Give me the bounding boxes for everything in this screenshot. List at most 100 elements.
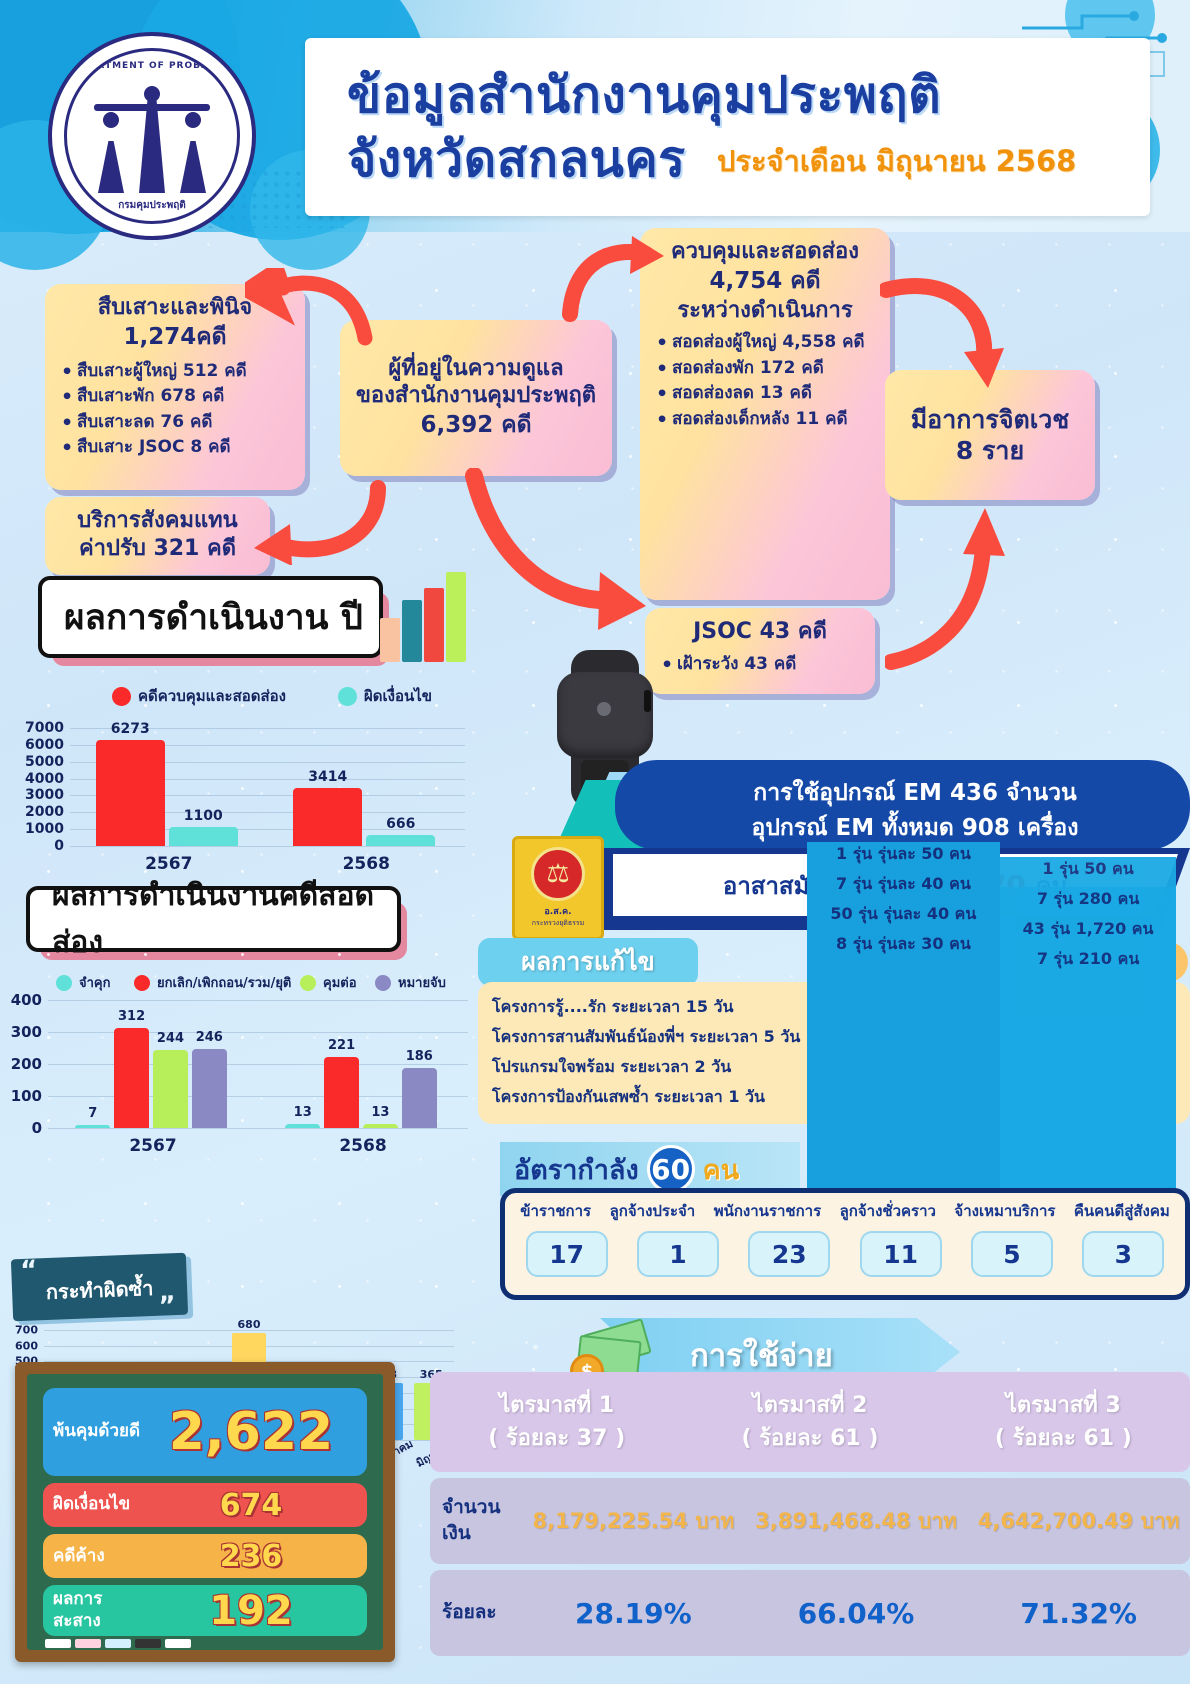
y-axis-tick: 2000: [25, 804, 64, 821]
bar: [363, 1123, 398, 1128]
legend-swatch: [338, 686, 357, 706]
y-axis-tick: 300: [10, 1023, 42, 1041]
section-title-chart1: ผลการดำเนินงาน ปี: [38, 576, 389, 666]
psychiatric-line2: 8 ราย: [955, 436, 1025, 465]
row-name: โครงการป้องกันเสพซ้ำ ระยะเวลา 1 วัน: [492, 1086, 765, 1106]
blackboard-row: ผิดเงื่อนไข 674: [43, 1483, 367, 1528]
y-axis-tick: 5000: [25, 753, 64, 770]
bar: [153, 1049, 188, 1128]
results-title: ผลการแก้ไข: [478, 938, 698, 986]
y-axis-tick: 0: [31, 1119, 42, 1137]
em-line1: การใช้อุปกรณ์ EM 436 จำนวน: [753, 780, 1077, 806]
quarter-header: ไตรมาสที่ 3 ( ร้อยละ 61 ): [937, 1372, 1190, 1472]
spending-amount-row: จำนวนเงิน 8,179,225.54 บาท 3,891,468.48 …: [430, 1478, 1190, 1564]
quarter-percent: 66.04%: [797, 1596, 915, 1630]
y-axis-tick: 7000: [25, 720, 64, 736]
bar: [293, 788, 363, 846]
spending-quarter-headers: ไตรมาสที่ 1 ( ร้อยละ 37 ) ไตรมาสที่ 2 ( …: [430, 1372, 1190, 1472]
bar: [95, 740, 165, 846]
x-axis-label: 2568: [339, 1136, 387, 1156]
staffing-unit: คน: [702, 1154, 740, 1186]
gridline: [70, 778, 465, 780]
list-item: สอดส่องเด็กหลัง 11 คดี: [652, 406, 878, 434]
bar: [324, 1057, 359, 1128]
bar-value-label: 6273: [110, 721, 150, 738]
legend-label: ผิดเงื่อนไข: [364, 687, 433, 705]
row-name: โครงการรู้....รัก ระยะเวลา 15 วัน: [492, 996, 734, 1016]
arrow-to-community-service: [248, 480, 388, 565]
table-row: โครงการป้องกันเสพซ้ำ ระยะเวลา 1 วัน 8 รุ…: [492, 932, 1176, 1262]
bar: [191, 1049, 227, 1128]
flow-box-community-service: บริการสังคมแทน ค่าปรับ 321 คดี: [45, 497, 270, 575]
section-title-chart1-text: ผลการดำเนินงาน ปี: [64, 597, 363, 638]
gridline: [70, 795, 465, 797]
bar: [366, 834, 436, 846]
bar-value-label: 244: [156, 1030, 184, 1046]
bar-value-label: 221: [327, 1038, 356, 1054]
bar-value-label: 1100: [183, 808, 223, 825]
department-seal: DEPARTMENT OF PROBATION กรมคุมประพฤติ: [48, 32, 256, 240]
emblem-line1: อ.ส.ค.: [544, 907, 572, 917]
investigation-list: สืบเสาะผู้ใหญ่ 512 คดี สืบเสาะพัก 678 คด…: [57, 358, 293, 462]
legend-label: ยกเลิก/เพิกถอน/รวม/ยุติ: [157, 976, 292, 991]
page-title-line2: จังหวัดสกลนคร: [347, 130, 686, 188]
list-item: สืบเสาะผู้ใหญ่ 512 คดี: [57, 358, 293, 386]
y-axis-tick: 200: [10, 1055, 42, 1073]
staffing-value: 23: [748, 1231, 831, 1277]
gridline: [48, 1032, 468, 1033]
quarter-pct-label: ( ร้อยละ 37 ): [488, 1426, 626, 1451]
jsoc-list: เฝ้าระวัง 43 คดี: [657, 651, 863, 679]
bar: [401, 1068, 437, 1128]
under-care-count: 6,392 คดี: [420, 411, 532, 438]
blackboard-value: 192: [209, 1587, 293, 1634]
blackboard-row: คดีค้าง 236: [43, 1534, 367, 1579]
legend-swatch: [112, 686, 131, 706]
legend-swatch: [134, 974, 150, 991]
community-service-line2: ค่าปรับ 321 คดี: [78, 535, 237, 561]
legend-label: คุมต่อ: [323, 976, 357, 991]
bar-value-label: 312: [117, 1009, 146, 1025]
flow-box-investigation: สืบเสาะและพินิจ 1,274คดี สืบเสาะผู้ใหญ่ …: [45, 284, 305, 490]
bar: [114, 1028, 149, 1128]
list-item: เฝ้าระวัง 43 คดี: [657, 651, 863, 679]
spending-title: การใช้จ่าย: [690, 1338, 833, 1374]
legend-label: จำคุก: [79, 976, 111, 991]
staffing-title: อัตรากำลัง: [514, 1154, 639, 1186]
under-care-line1: ผู้ที่อยู่ในความดูแล: [388, 355, 564, 381]
scales-icon: ⚖: [546, 859, 570, 889]
investigation-count: 1,274คดี: [123, 323, 227, 350]
investigation-title: สืบเสาะและพินิจ: [97, 295, 253, 320]
gridline: [70, 728, 465, 729]
chalk-icons: [45, 1639, 191, 1648]
legend-swatch: [56, 974, 72, 991]
staffing-header: ลูกจ้างชั่วคราว: [839, 1202, 936, 1220]
y-axis-tick: 700: [15, 1323, 38, 1337]
gridline: [70, 846, 465, 847]
staffing-table: ข้าราชการ ลูกจ้างประจำ พนักงานราชการ ลูก…: [500, 1188, 1190, 1300]
legend-item-chart2-4: หมายจับ: [375, 972, 446, 993]
supervision-list: สอดส่องผู้ใหญ่ 4,558 คดี สอดส่องพัก 172 …: [652, 329, 878, 434]
staffing-header: คืนคนดีสู่สังคม: [1073, 1202, 1170, 1220]
quarter-header: ไตรมาสที่ 1 ( ร้อยละ 37 ): [430, 1372, 683, 1472]
arrow-to-supervision: [560, 232, 670, 322]
flow-box-psychiatric: มีอาการจิตเวช 8 ราย: [885, 370, 1095, 500]
bar-value-label: 3414: [308, 769, 348, 786]
x-axis-label: 2567: [145, 854, 193, 874]
pagoda-scales-icon: [92, 78, 212, 193]
gridline: [44, 1330, 454, 1331]
y-axis-tick: 0: [54, 838, 64, 854]
emblem-line2: กระทรวงยุติธรรม: [531, 919, 585, 927]
y-axis-tick: 4000: [25, 770, 64, 787]
y-axis-tick: 3000: [25, 787, 64, 804]
chart-supervision-cases: 0 100 200 300 400 7 13 312 221 244 13 246 186 2567 256…: [11, 991, 468, 1156]
list-item: สืบเสาะ JSOC 8 คดี: [57, 434, 293, 462]
flow-box-under-care: ผู้ที่อยู่ในความดูแล ของสำนักงานคุมประพฤ…: [340, 320, 612, 476]
blackboard-row: พ้นคุมด้วยดี 2,622: [43, 1388, 367, 1477]
percent-row-label: ร้อยละ: [442, 1601, 497, 1624]
chart-annual-performance: 0 1000 2000 3000 4000 5000 6000 7000 6273 3414 110…: [25, 720, 465, 874]
quarter-percent: 28.19%: [575, 1596, 692, 1630]
supervision-count: 4,754 คดี: [709, 267, 821, 294]
gridline: [70, 761, 465, 763]
seal-bottom-text: กรมคุมประพฤติ: [118, 200, 186, 211]
list-item: สืบเสาะพัก 678 คดี: [57, 383, 293, 411]
